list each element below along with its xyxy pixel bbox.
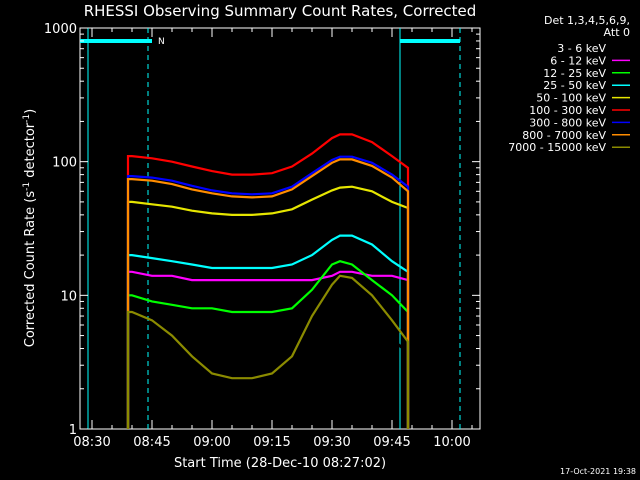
legend-label: 800 - 7000 keV <box>522 129 606 142</box>
series-lines <box>126 133 410 429</box>
legend-label: 25 - 50 keV <box>543 79 606 92</box>
series-line <box>126 270 410 429</box>
y-axis-label-part1: Corrected Count Rate (s <box>23 191 38 348</box>
y-axis-label: Corrected Count Rate (s-1 detector-1) <box>22 109 38 347</box>
x-tick-label: 08:30 <box>73 435 110 450</box>
legend-label: 50 - 100 keV <box>536 92 606 105</box>
series-line <box>126 155 410 429</box>
y-axis-label-part2: detector <box>23 122 38 182</box>
x-tick-label: 09:30 <box>313 435 350 450</box>
x-tick-label: 10:00 <box>433 435 470 450</box>
x-tick-label: 09:15 <box>253 435 290 450</box>
y-axis-ticks: 1 10 100 1000 <box>44 22 480 438</box>
legend-header-line1: Det 1,3,4,5,6,9, <box>544 14 630 27</box>
y-tick-label: 10 <box>60 289 77 304</box>
series-line <box>126 274 410 429</box>
flag-mark-label: N <box>158 37 165 47</box>
series-line <box>126 234 410 429</box>
plot-frame <box>79 27 481 430</box>
legend-label: 100 - 300 keV <box>529 104 606 117</box>
x-tick-label: 09:45 <box>373 435 410 450</box>
plot-border <box>79 27 481 430</box>
chart-title: RHESSI Observing Summary Count Rates, Co… <box>84 2 477 20</box>
series-line <box>126 260 410 429</box>
x-tick-label: 09:00 <box>193 435 230 450</box>
series-line <box>126 286 410 429</box>
y-tick-label: 1 <box>69 423 77 438</box>
legend-label: 6 - 12 keV <box>550 54 606 67</box>
legend-label: 3 - 6 keV <box>557 42 606 55</box>
series-line <box>126 133 410 429</box>
legend-label: 7000 - 15000 keV <box>508 141 606 154</box>
footer-timestamp: 17-Oct-2021 19:38 <box>560 467 636 476</box>
x-tick-label: 08:45 <box>133 435 170 450</box>
series-line <box>126 158 410 429</box>
series-line <box>126 185 410 429</box>
night-periods: N <box>80 28 461 429</box>
legend-label: 12 - 25 keV <box>543 67 606 80</box>
y-tick-label: 1000 <box>44 22 77 37</box>
x-axis-label: Start Time (28-Dec-10 08:27:02) <box>174 456 386 471</box>
y-axis-label-sup1: -1 <box>22 182 32 191</box>
legend-header-line2: Att 0 <box>604 26 630 39</box>
legend-label: 300 - 800 keV <box>529 116 606 129</box>
y-axis-label-sup2: -1 <box>22 114 32 123</box>
x-axis-ticks: 08:30 08:45 09:00 09:15 09:30 09:45 10:00 <box>73 28 473 450</box>
y-tick-label: 100 <box>52 156 77 171</box>
y-axis-label-part3: ) <box>23 109 38 114</box>
